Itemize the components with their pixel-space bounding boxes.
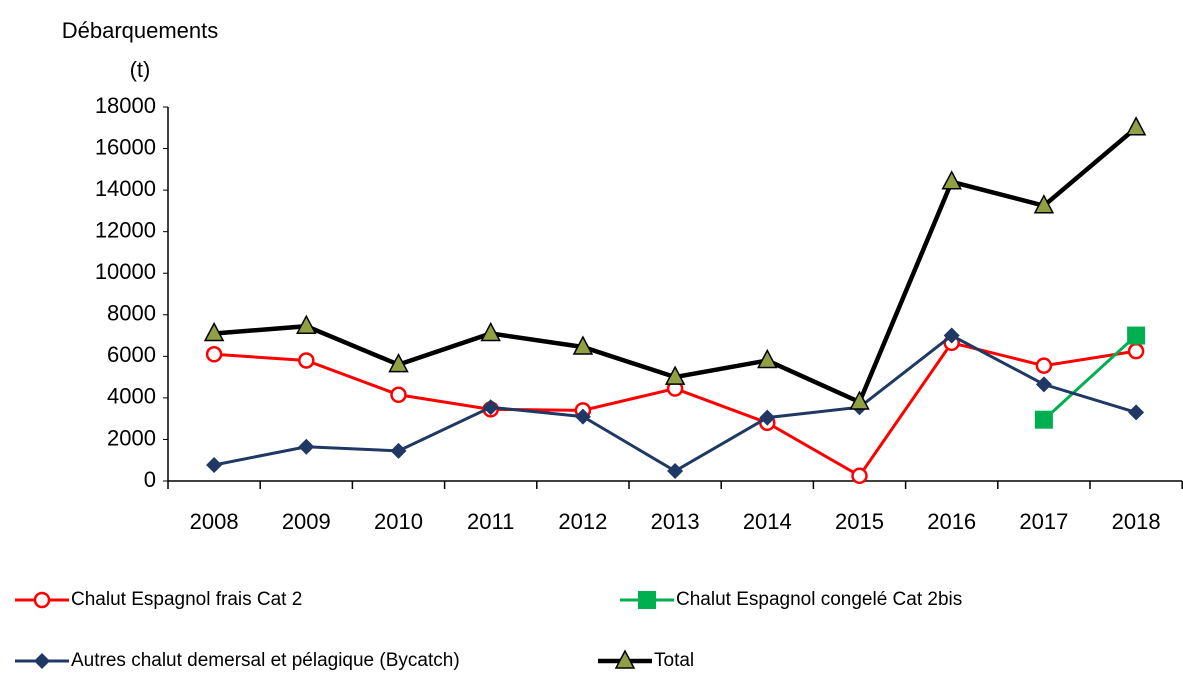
x-tick-label: 2009 [282,509,331,534]
x-tick-label: 2010 [374,509,423,534]
data-point [1033,194,1055,214]
data-point [1128,404,1145,421]
x-tick-label: 2008 [190,509,239,534]
x-tick-label: 2014 [743,509,792,534]
legend-marker [638,591,656,609]
data-point [480,321,501,342]
y-axis-label: Débarquements [62,18,219,43]
legend-label: Chalut Espagnol congelé Cat 2bis [676,589,962,610]
data-point [1127,342,1145,360]
data-point [851,467,868,485]
data-point [1127,326,1146,345]
data-point [298,438,315,455]
data-point [1035,357,1053,374]
y-tick-label: 12000 [95,217,156,242]
data-point [574,408,591,425]
data-point [572,335,594,355]
x-tick-label: 2016 [927,509,976,534]
data-point [203,321,225,342]
data-point [941,170,962,190]
data-point [205,346,223,363]
data-point [849,390,870,410]
series-line [213,341,1137,478]
data-point [388,353,409,373]
x-tick-label: 2018 [1112,509,1161,534]
x-tick-label: 2012 [558,509,607,534]
legend-label: Chalut Espagnol frais Cat 2 [71,589,302,610]
data-point [390,386,407,404]
data-point [759,409,776,426]
data-point [390,442,407,459]
y-tick-label: 0 [144,467,156,492]
x-tick-label: 2013 [651,509,700,534]
legend-marker [614,649,636,669]
data-point [1034,410,1053,429]
series-line [213,333,1137,473]
y-tick-label: 4000 [107,384,156,409]
y-tick-label: 18000 [95,93,156,118]
y-tick-label: 16000 [95,134,156,159]
legend-marker [34,653,50,669]
x-tick-label: 2017 [1019,509,1068,534]
data-point [757,348,778,369]
data-point [298,352,315,369]
data-point [667,463,684,480]
y-tick-label: 14000 [95,176,156,201]
x-tick-label: 2011 [467,509,514,534]
y-tick-label: 6000 [107,342,156,367]
data-point [1125,116,1147,136]
y-tick-label: 10000 [95,259,156,284]
data-point [206,457,223,474]
legend-marker [33,591,51,609]
legend-label: Total [654,650,694,671]
data-point [482,399,499,416]
legend-label: Autres chalut demersal et pélagique (Byc… [71,650,460,671]
data-point [664,365,686,385]
data-point [1035,376,1052,393]
y-tick-label: 8000 [107,301,156,326]
data-point [943,327,960,344]
x-tick-label: 2015 [835,509,884,534]
y-tick-label: 2000 [107,425,156,450]
data-point [296,314,317,334]
series-line [1042,334,1138,421]
y-axis-label: (t) [130,57,151,82]
